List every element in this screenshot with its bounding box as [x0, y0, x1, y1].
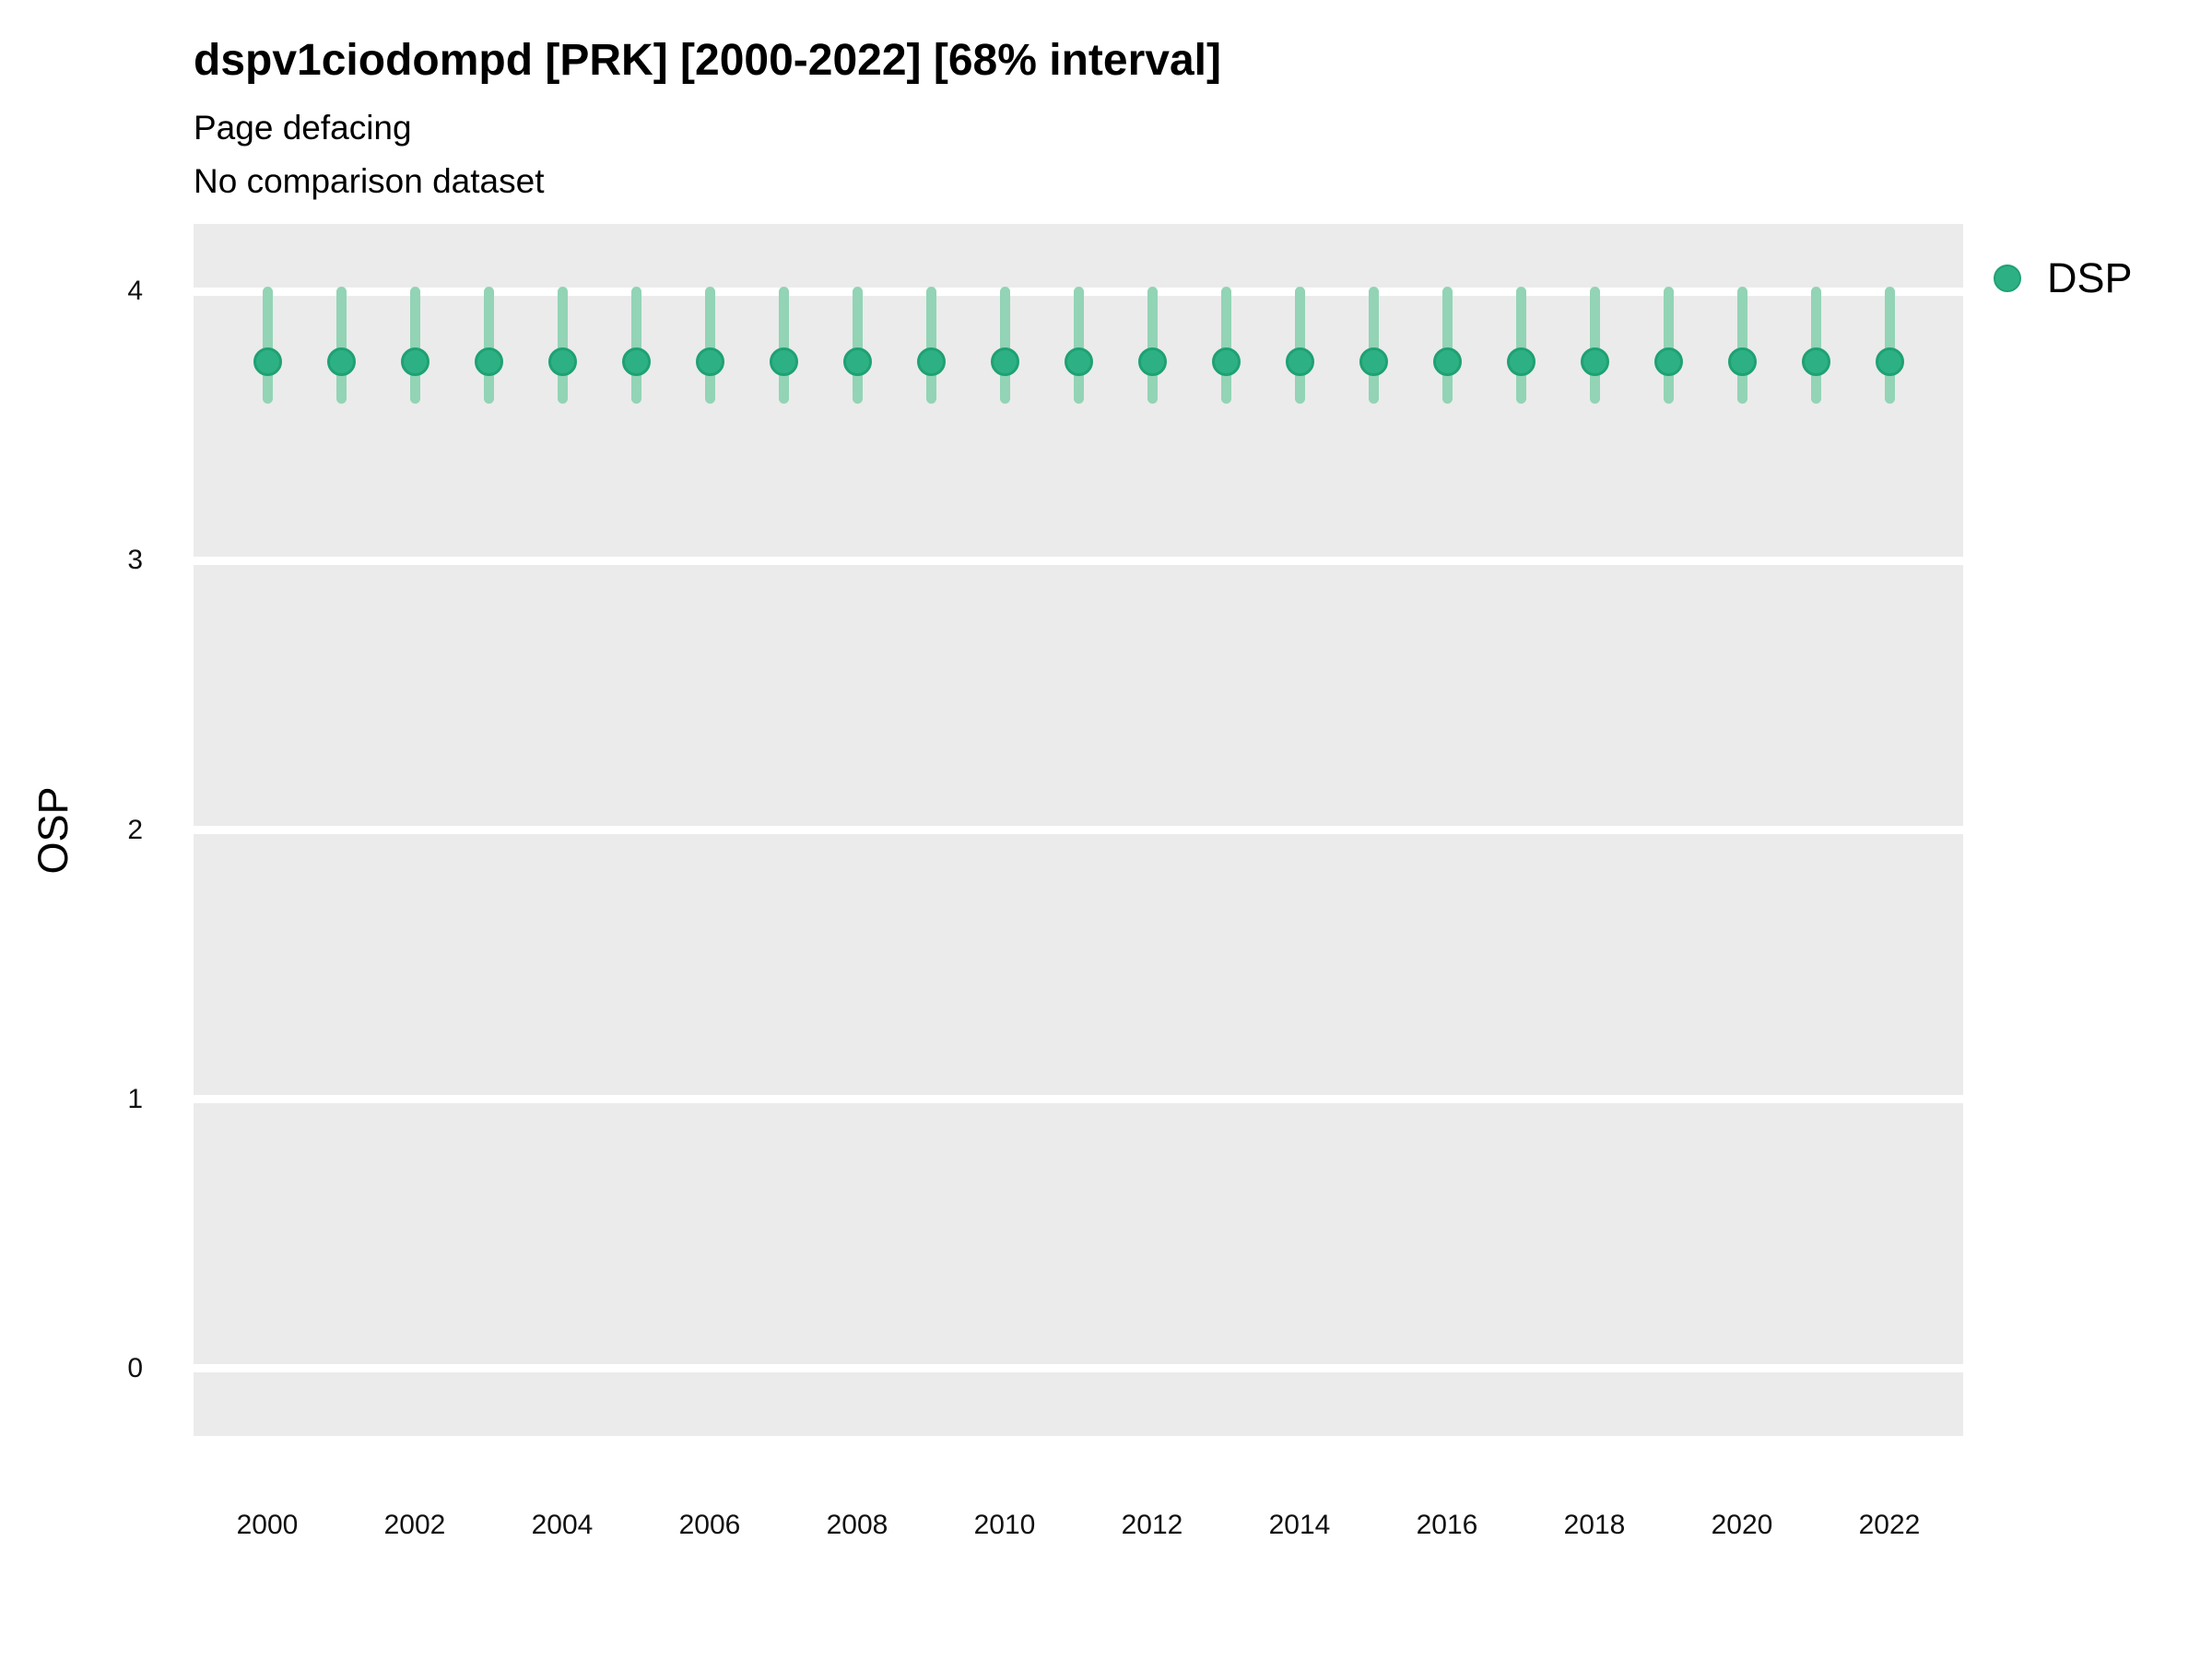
data-point: [1506, 347, 1535, 376]
data-point: [621, 347, 651, 376]
x-tick-label: 2008: [826, 1510, 888, 1540]
interval-bar: [999, 287, 1010, 404]
data-point: [1653, 347, 1683, 376]
data-point: [253, 347, 282, 376]
gridline: [194, 826, 1963, 834]
interval-bar: [1220, 287, 1231, 404]
chart-subtitle-line2: No comparison dataset: [194, 162, 545, 200]
interval-bar: [1294, 287, 1305, 404]
data-point: [1432, 347, 1462, 376]
interval-bar: [1663, 287, 1674, 404]
interval-bar: [1368, 287, 1379, 404]
interval-bar: [1147, 287, 1158, 404]
data-point: [400, 347, 429, 376]
chart-title: dspv1ciodompd [PRK] [2000-2022] [68% int…: [194, 36, 1221, 85]
interval-bar: [483, 287, 494, 404]
x-tick-label: 2022: [1858, 1510, 1921, 1540]
data-point: [1285, 347, 1314, 376]
data-point: [1727, 347, 1757, 376]
legend: DSP: [1994, 254, 2133, 302]
interval-bar: [630, 287, 641, 404]
legend-marker-circle-icon: [1994, 265, 2021, 292]
data-point: [1580, 347, 1609, 376]
interval-bar: [262, 287, 273, 404]
interval-bar: [1810, 287, 1821, 404]
interval-bar: [1589, 287, 1600, 404]
data-point: [695, 347, 724, 376]
data-point: [547, 347, 577, 376]
gridline: [194, 556, 1963, 565]
data-point: [916, 347, 946, 376]
y-tick-label: 0: [127, 1352, 143, 1383]
data-point: [990, 347, 1019, 376]
interval-bar: [852, 287, 863, 404]
x-tick-label: 2002: [383, 1510, 446, 1540]
y-tick-label: 3: [127, 545, 143, 576]
interval-bar: [1441, 287, 1453, 404]
data-point: [1137, 347, 1167, 376]
interval-bar: [409, 287, 420, 404]
gridline: [194, 1095, 1963, 1104]
x-tick-label: 2016: [1416, 1510, 1478, 1540]
data-point: [1801, 347, 1830, 376]
gridline: [194, 1364, 1963, 1373]
data-point: [1064, 347, 1093, 376]
data-point: [769, 347, 798, 376]
interval-bar: [335, 287, 347, 404]
x-tick-label: 2018: [1563, 1510, 1626, 1540]
interval-bar: [1884, 287, 1895, 404]
y-tick-label: 4: [127, 276, 143, 307]
data-point: [1359, 347, 1388, 376]
interval-bar: [1736, 287, 1747, 404]
y-tick-label: 1: [127, 1083, 143, 1114]
x-tick-label: 2014: [1268, 1510, 1331, 1540]
interval-bar: [778, 287, 789, 404]
data-point: [842, 347, 872, 376]
legend-label: DSP: [2047, 254, 2133, 301]
chart-subtitle-line1: Page defacing: [194, 109, 412, 147]
x-tick-label: 2010: [973, 1510, 1036, 1540]
x-tick-label: 2006: [678, 1510, 741, 1540]
data-point: [474, 347, 503, 376]
interval-bar: [925, 287, 936, 404]
interval-bar: [557, 287, 568, 404]
y-tick-label: 2: [127, 814, 143, 845]
interval-bar: [704, 287, 715, 404]
x-tick-label: 2020: [1711, 1510, 1773, 1540]
x-tick-label: 2000: [236, 1510, 299, 1540]
data-point: [326, 347, 356, 376]
plot-panel: [194, 224, 1963, 1436]
interval-bar: [1073, 287, 1084, 404]
data-point: [1875, 347, 1904, 376]
x-tick-label: 2012: [1121, 1510, 1183, 1540]
x-tick-label: 2004: [531, 1510, 594, 1540]
data-point: [1211, 347, 1241, 376]
interval-bar: [1515, 287, 1526, 404]
